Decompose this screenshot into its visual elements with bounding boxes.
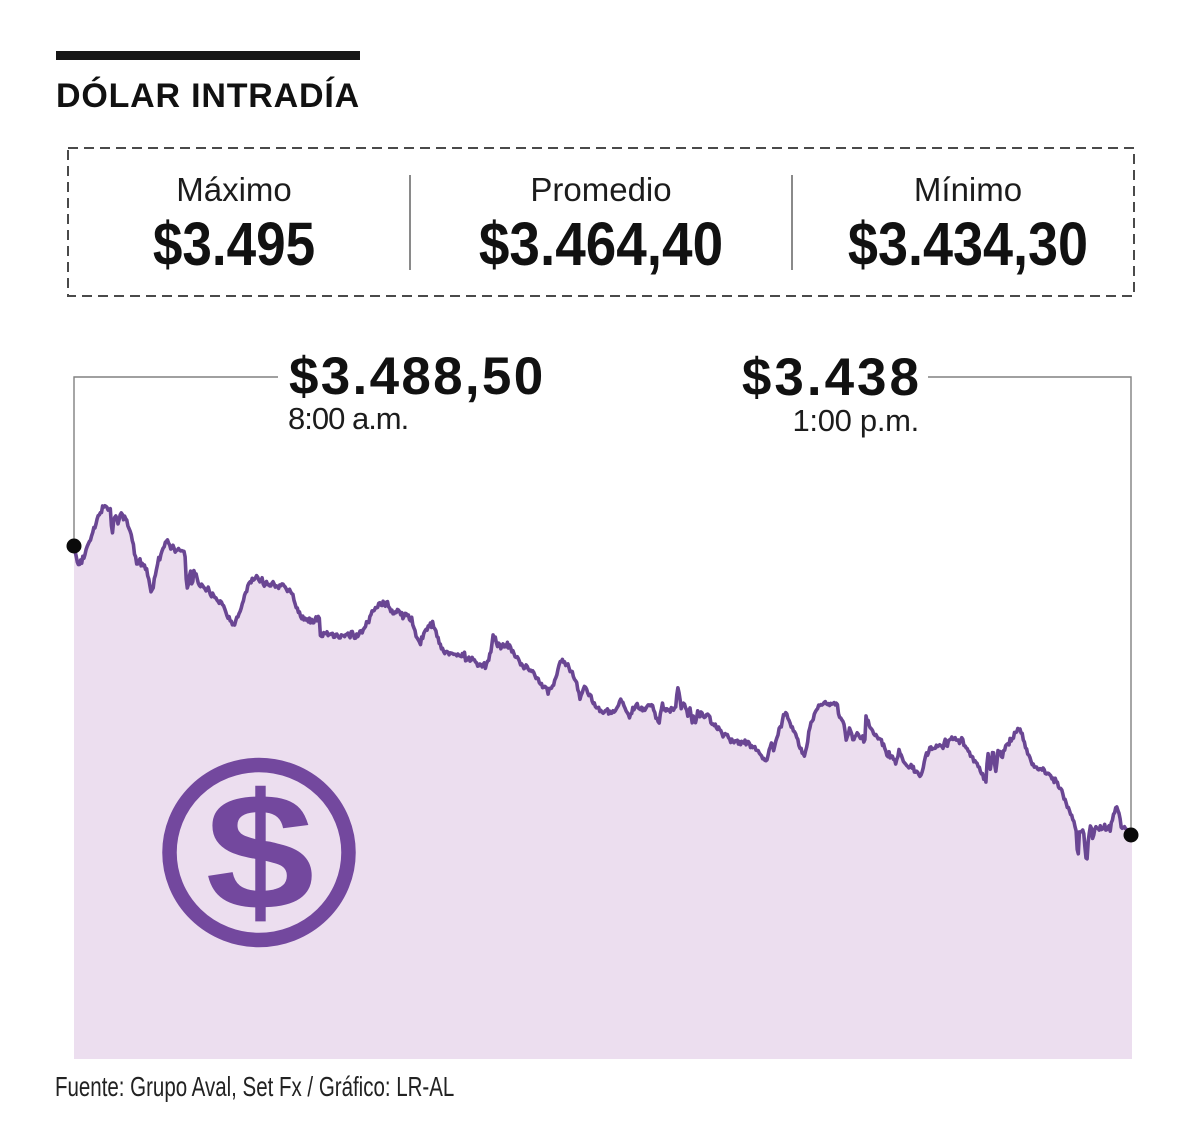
- svg-text:$: $: [206, 760, 315, 945]
